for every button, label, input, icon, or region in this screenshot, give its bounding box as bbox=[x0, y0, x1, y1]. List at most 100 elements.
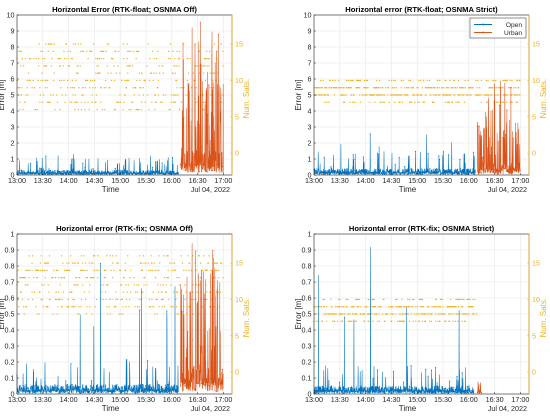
sats-point bbox=[138, 94, 140, 96]
sats-point bbox=[92, 277, 94, 279]
series-point-open bbox=[361, 169, 363, 171]
series-point-open bbox=[327, 172, 329, 174]
series-point-open bbox=[459, 168, 461, 170]
series-point-open bbox=[146, 170, 148, 172]
series-point-open bbox=[87, 388, 89, 390]
sats-point bbox=[350, 320, 352, 322]
sats-point bbox=[451, 313, 453, 315]
sats-point bbox=[36, 108, 39, 111]
sats-point bbox=[171, 94, 173, 96]
series-point-open bbox=[392, 172, 394, 174]
y-tick-label: 0 bbox=[308, 390, 312, 399]
sats-point bbox=[206, 65, 208, 67]
series-point-open bbox=[164, 390, 166, 392]
series-point-open bbox=[162, 387, 164, 389]
sats-point bbox=[140, 298, 142, 301]
sats-point bbox=[372, 306, 374, 308]
series-point-urban bbox=[478, 389, 480, 391]
sats-point bbox=[113, 269, 115, 271]
series-point-open bbox=[352, 391, 354, 393]
series-point-open bbox=[415, 173, 417, 175]
sats-point bbox=[121, 284, 123, 286]
sats-point bbox=[435, 320, 437, 322]
sats-point bbox=[215, 269, 217, 271]
x-tick-label: 17:00 bbox=[511, 176, 529, 185]
sats-point bbox=[219, 291, 222, 293]
sats-point bbox=[350, 94, 352, 96]
sats-point bbox=[185, 291, 187, 293]
sats-point bbox=[62, 65, 64, 67]
sats-point bbox=[38, 269, 40, 271]
series-point-open bbox=[344, 173, 346, 175]
series-point-open bbox=[462, 392, 464, 394]
sats-point bbox=[71, 101, 73, 103]
sats-point bbox=[469, 87, 472, 89]
sats-point bbox=[407, 94, 409, 96]
y-tick-label: 3 bbox=[11, 123, 15, 132]
series-point-urban bbox=[518, 171, 520, 173]
series-point-open bbox=[412, 390, 414, 392]
series-point-open bbox=[436, 389, 438, 391]
sats-point bbox=[65, 43, 67, 45]
series-point-urban bbox=[197, 161, 199, 163]
sats-point bbox=[172, 101, 175, 103]
series-point-open bbox=[332, 171, 334, 173]
sats-point bbox=[68, 65, 70, 67]
sats-point bbox=[53, 79, 55, 82]
sats-point bbox=[140, 87, 142, 89]
sats-point bbox=[36, 313, 39, 315]
series-point-open bbox=[462, 169, 464, 171]
series-point-open bbox=[120, 390, 122, 392]
sats-point bbox=[342, 101, 345, 103]
series-point-urban bbox=[219, 378, 221, 380]
sats-point bbox=[30, 58, 32, 60]
series-point-open bbox=[85, 390, 87, 392]
sats-point bbox=[76, 284, 78, 286]
sats-point bbox=[462, 94, 464, 96]
series-point-open bbox=[340, 171, 342, 173]
sats-point bbox=[32, 255, 34, 257]
series-point-open bbox=[349, 390, 351, 392]
series-point-open bbox=[383, 391, 385, 393]
sats-point bbox=[447, 101, 449, 103]
series-point-urban bbox=[182, 163, 184, 165]
series-point-open bbox=[33, 390, 35, 392]
series-point-open bbox=[446, 171, 448, 173]
sats-point bbox=[126, 58, 128, 60]
series-point-open bbox=[358, 387, 360, 389]
sats-point bbox=[365, 87, 367, 89]
sats-point bbox=[455, 306, 457, 308]
y2-tick-label: 10 bbox=[532, 295, 540, 304]
series-point-open bbox=[121, 170, 123, 172]
sats-point bbox=[367, 87, 369, 89]
series-point-open bbox=[438, 155, 440, 157]
sats-point bbox=[421, 298, 423, 301]
series-point-open bbox=[170, 170, 172, 172]
series-point-open bbox=[449, 380, 451, 382]
series-point-open bbox=[97, 384, 99, 386]
series-point-urban bbox=[195, 165, 197, 167]
sats-point bbox=[35, 269, 37, 271]
sats-point bbox=[89, 284, 91, 286]
series-point-open bbox=[408, 169, 410, 171]
sats-point bbox=[42, 58, 44, 60]
series-point-open bbox=[319, 172, 321, 174]
sats-point bbox=[188, 269, 190, 271]
series-point-urban bbox=[479, 169, 481, 171]
sats-point bbox=[187, 58, 189, 60]
sats-point bbox=[126, 43, 128, 45]
sats-point bbox=[157, 94, 160, 96]
sats-point bbox=[104, 269, 106, 271]
sats-point bbox=[330, 87, 333, 89]
series-point-open bbox=[97, 389, 99, 391]
series-point-open bbox=[333, 172, 335, 174]
sats-point bbox=[63, 50, 65, 52]
series-point-open bbox=[106, 389, 108, 391]
y-tick-label: 0 bbox=[11, 171, 15, 180]
series-point-open bbox=[362, 156, 364, 158]
sats-point bbox=[350, 306, 352, 308]
sats-point bbox=[128, 65, 131, 67]
series-point-open bbox=[350, 172, 352, 174]
series-point-open bbox=[358, 171, 360, 173]
sats-point bbox=[341, 320, 343, 322]
